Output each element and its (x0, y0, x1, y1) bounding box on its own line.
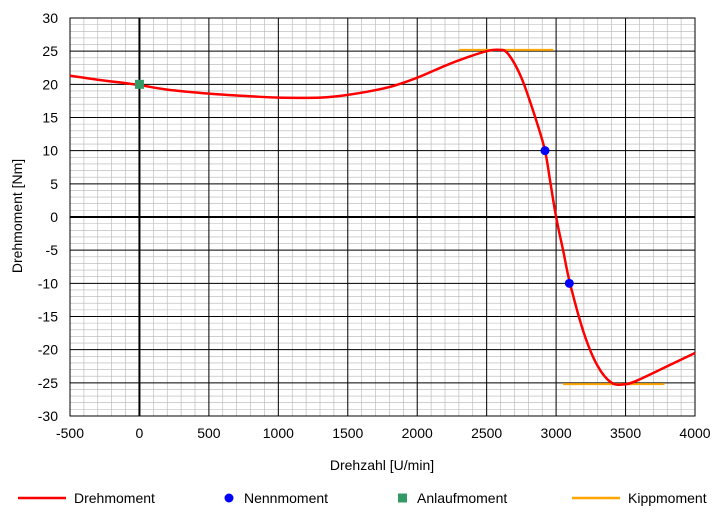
legend-swatch-anlaufmoment (398, 493, 407, 503)
legend-swatch-nennmoment (224, 493, 234, 503)
y-tick-label: 0 (50, 209, 58, 225)
legend: Drehmoment Nennmoment Anlaufmoment Kippmome… (18, 490, 707, 506)
drehmoment-line (69, 48, 696, 387)
x-axis-title: Drehzahl [U/min] (330, 457, 434, 473)
marker-series (134, 79, 574, 288)
x-tick-label: 1000 (263, 425, 294, 441)
x-tick-label: -500 (56, 425, 84, 441)
y-tick-label: 30 (42, 10, 58, 26)
y-tick-label: 10 (42, 143, 58, 159)
legend-label-nennmoment: Nennmoment (244, 490, 328, 506)
y-tick-labels: 30 25 20 15 10 5 0 -5 -10 -15 -20 -25 -30 (38, 10, 58, 424)
y-axis-title: Drehmoment [Nm] (9, 159, 25, 273)
x-tick-labels: -500 0 500 1000 1500 2000 2500 3000 3500 4000 (56, 425, 711, 441)
y-tick-label: -25 (38, 375, 58, 391)
y-tick-label: 5 (50, 176, 58, 192)
x-tick-label: 3500 (610, 425, 641, 441)
y-tick-label: -5 (46, 242, 59, 258)
x-tick-label: 2000 (402, 425, 433, 441)
y-tick-label: -15 (38, 309, 58, 325)
x-tick-label: 500 (197, 425, 221, 441)
x-tick-label: 4000 (679, 425, 710, 441)
legend-label-kippmoment: Kippmoment (628, 490, 707, 506)
plot-border (69, 17, 696, 417)
legend-label-drehmoment: Drehmoment (74, 490, 155, 506)
nennmoment-point (540, 146, 550, 156)
x-tick-label: 1500 (332, 425, 363, 441)
drehmoment-series (69, 48, 696, 387)
x-tick-label: 3000 (541, 425, 572, 441)
y-tick-label: -30 (38, 408, 58, 424)
y-tick-label: 20 (42, 76, 58, 92)
legend-label-anlaufmoment: Anlaufmoment (417, 490, 507, 506)
y-tick-label: 25 (42, 43, 58, 59)
x-tick-label: 0 (136, 425, 144, 441)
y-tick-label: -10 (38, 275, 58, 291)
x-tick-label: 2500 (471, 425, 502, 441)
nennmoment-point (564, 278, 574, 288)
anlaufmoment-point (134, 79, 144, 89)
y-tick-label: -20 (38, 342, 58, 358)
y-tick-label: 15 (42, 110, 58, 126)
